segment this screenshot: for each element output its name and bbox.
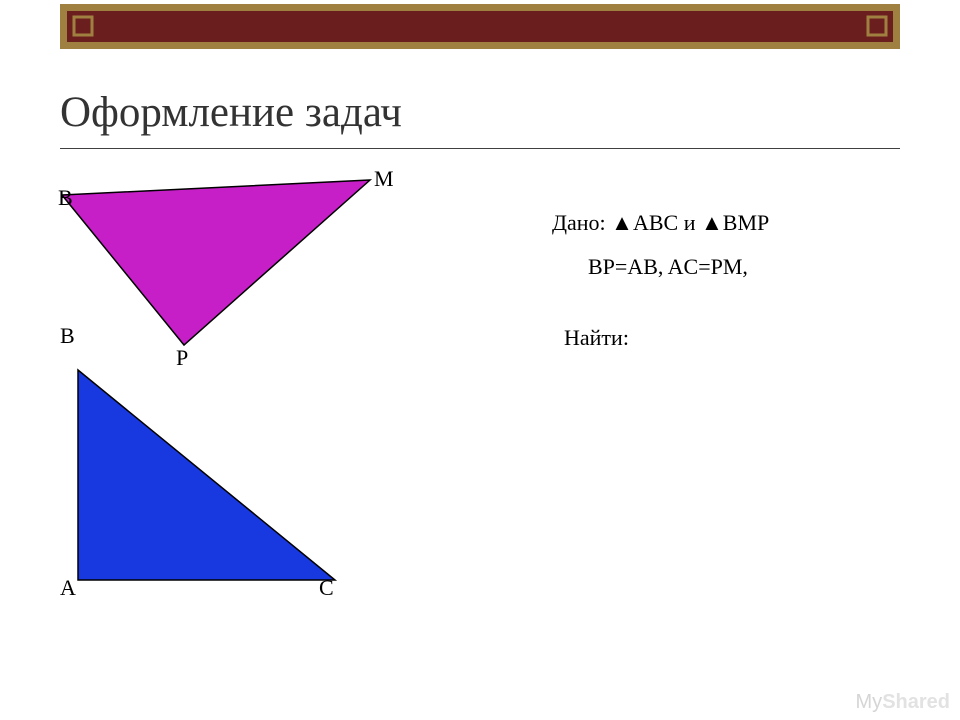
given-line-1: Дано: ▲АВС и ▲ВМР (552, 210, 769, 236)
slide-title: Оформление задач (60, 88, 402, 137)
vertex-label-a: А (60, 575, 76, 601)
vertex-label-b-top: В (58, 185, 73, 211)
triangle-symbol-icon: ▲ (611, 210, 633, 235)
triangle-symbol-icon: ▲ (701, 210, 723, 235)
triangle-bmp-text: ВМР (723, 210, 769, 235)
watermark-my: My (856, 691, 883, 713)
title-underline (60, 148, 900, 149)
find-label: Найти: (564, 325, 629, 351)
vertex-label-m: М (374, 166, 394, 192)
vertex-label-c: С (319, 575, 334, 601)
decoration-svg (60, 4, 900, 49)
decorative-header-band (60, 4, 900, 49)
triangle-bmp (62, 180, 370, 345)
and-text: и (678, 210, 701, 235)
triangle-abc (78, 370, 335, 580)
given-line-2: BP=AB, AC=PM, (588, 254, 748, 280)
given-prefix: Дано: (552, 210, 611, 235)
vertex-label-p: Р (176, 345, 188, 371)
triangle-abc-text: АВС (633, 210, 678, 235)
watermark-shared: Shared (882, 691, 950, 713)
watermark: MyShared (856, 691, 950, 714)
vertex-label-b-bottom: В (60, 323, 75, 349)
